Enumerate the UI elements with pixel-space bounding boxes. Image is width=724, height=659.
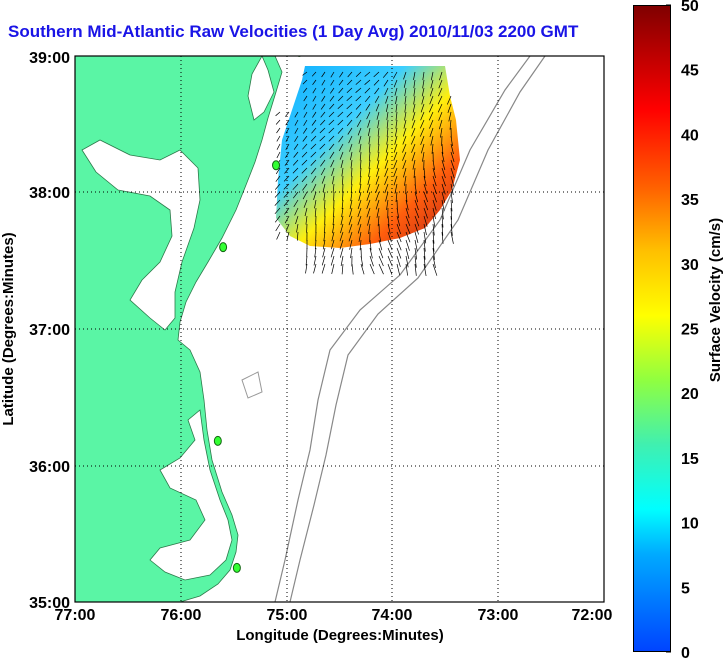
radar-stations	[213, 56, 302, 573]
colorbar-tick-label: 0	[681, 645, 690, 659]
station-marker	[272, 160, 281, 171]
x-tick-label: 72:00	[572, 607, 613, 624]
y-tick-label: 35:00	[29, 595, 70, 612]
y-tick-label: 36:00	[29, 459, 70, 476]
y-tick-label: 39:00	[29, 50, 70, 67]
station-marker	[232, 562, 241, 573]
map-title: Southern Mid-Atlantic Raw Velocities (1 …	[8, 22, 579, 41]
delaware-bay	[247, 56, 275, 121]
colorbar-tick-label: 25	[681, 322, 699, 339]
land-mass	[75, 56, 283, 602]
isobath-contour	[289, 56, 546, 602]
x-axis-label: Longitude (Degrees:Minutes)	[236, 627, 444, 644]
pamlico-sound	[149, 409, 233, 581]
velocity-field	[276, 66, 460, 248]
colorbar-tick-label: 20	[681, 386, 699, 403]
y-axis-label: Latitude (Degrees:Minutes)	[0, 232, 17, 425]
isobath-contour	[241, 371, 263, 399]
station-marker	[219, 242, 228, 253]
colorbar	[633, 5, 671, 652]
colorbar-tick-label: 40	[681, 127, 699, 144]
x-tick-label: 77:00	[55, 607, 96, 624]
colorbar-tick-label: 15	[681, 451, 699, 468]
x-tick-label: 74:00	[372, 607, 413, 624]
colorbar-label: Surface Velocity (cm/s)	[707, 218, 724, 382]
y-tick-label: 38:00	[29, 185, 70, 202]
colorbar-tick-label: 5	[681, 580, 690, 597]
station-marker	[296, 56, 302, 57]
colorbar-tick-label: 10	[681, 516, 699, 533]
atlantic-coast	[215, 402, 252, 602]
grid-lines	[75, 56, 604, 602]
x-tick-label: 76:00	[161, 607, 202, 624]
colorbar-tick-label: 45	[681, 63, 699, 80]
isobath-contour	[274, 56, 531, 602]
x-tick-label: 73:00	[478, 607, 519, 624]
station-marker	[213, 435, 222, 446]
chesapeake-bay	[81, 139, 201, 331]
colorbar-tick-label: 50	[681, 0, 699, 15]
colorbar-tick-label: 35	[681, 192, 699, 209]
velocity-arrows	[274, 71, 455, 276]
colorbar-tick-label: 30	[681, 257, 699, 274]
y-tick-label: 37:00	[29, 322, 70, 339]
x-tick-label: 75:00	[267, 607, 308, 624]
plot-frame	[74, 55, 605, 603]
